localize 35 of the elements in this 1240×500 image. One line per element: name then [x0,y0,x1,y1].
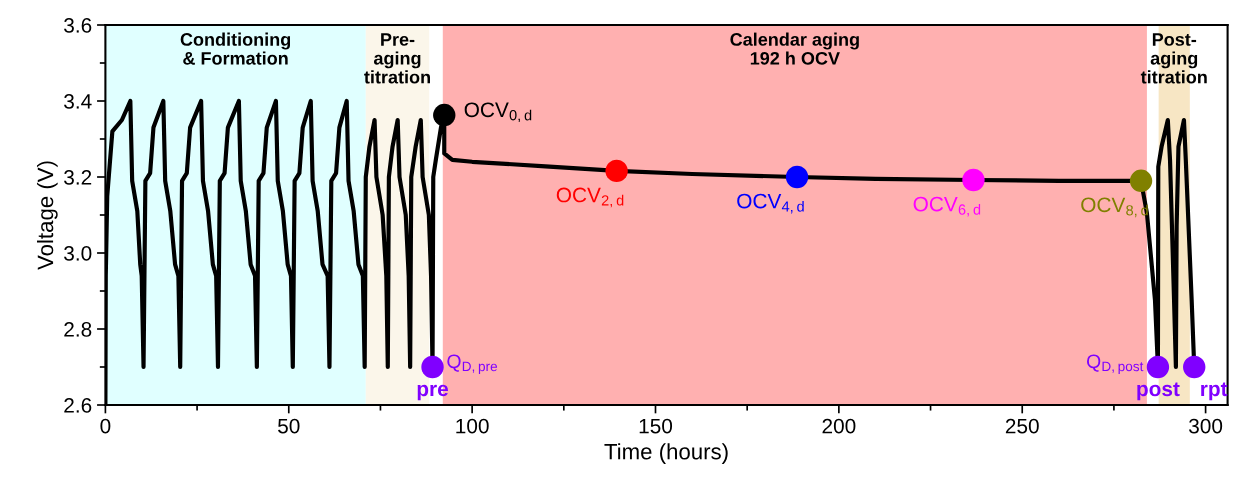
x-axis-title: Time (hours) [604,443,728,464]
x-tick-label: 250 [1005,418,1039,434]
point [1146,355,1170,379]
y-tick-label: 2.6 [64,398,92,413]
point [421,355,444,379]
x-tick-label: 100 [456,418,489,434]
annotation: Q$_{D,post}$ [1087,354,1144,374]
point [433,103,456,127]
y-tick-label: 3.6 [64,18,92,33]
annotation: pre [417,384,449,401]
y-tick-label: 3.4 [64,94,92,109]
y-axis-title: Voltage (V) [36,161,58,270]
point [1183,355,1206,379]
x-tick-label: 150 [639,418,673,434]
x-tick-label: 0 [100,418,111,434]
annotation: post [1137,382,1180,401]
point [1129,169,1153,192]
band-label: Post- aging titration [1140,33,1207,84]
point [962,168,985,192]
series-label: OCV$_{4,d}$ [737,193,804,214]
annotation: Q$_{D,pre}$ [447,354,498,374]
point [785,165,809,189]
band-label: Conditioning & Formation [180,32,291,65]
y-tick-label: 2.8 [64,322,92,337]
series-label: OCV$_{0,d}$ [464,102,532,123]
band-label: Calendar aging 192 h OCV [730,32,859,65]
y-tick-label: 3.2 [64,170,92,185]
point [605,159,628,183]
series-label: OCV$_{6,d}$ [913,196,981,217]
x-tick-label: 200 [822,418,856,434]
x-tick-label: 50 [278,418,300,434]
x-tick-label: 300 [1189,418,1223,434]
y-tick-label: 3.0 [64,246,92,261]
series-label: OCV$_{2,d}$ [556,187,624,208]
band-label: Pre- aging titration [364,33,430,84]
